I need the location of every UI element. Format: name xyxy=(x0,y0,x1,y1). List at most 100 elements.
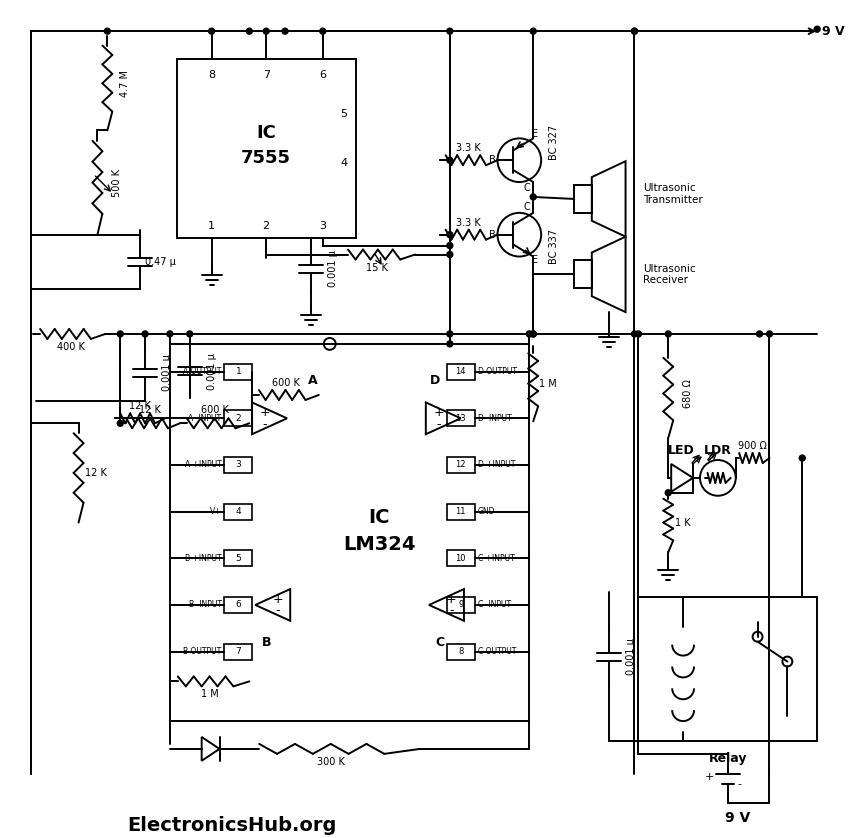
Text: D: D xyxy=(430,374,440,387)
Text: 5: 5 xyxy=(340,109,348,118)
Text: A: A xyxy=(308,374,318,387)
Text: 600 K: 600 K xyxy=(201,406,228,416)
Circle shape xyxy=(447,331,453,337)
Circle shape xyxy=(530,331,536,337)
Text: A +INPUT: A +INPUT xyxy=(185,460,221,469)
Circle shape xyxy=(447,28,453,34)
Text: 900 Ω: 900 Ω xyxy=(738,441,767,451)
Circle shape xyxy=(117,331,123,337)
Text: 2: 2 xyxy=(236,414,241,423)
Text: LDR: LDR xyxy=(704,443,732,457)
Circle shape xyxy=(167,331,173,337)
Text: 9: 9 xyxy=(458,601,463,609)
Circle shape xyxy=(530,331,536,337)
Text: 9 V: 9 V xyxy=(725,811,751,825)
Text: -: - xyxy=(738,779,741,789)
Circle shape xyxy=(320,28,326,34)
Text: 12 K: 12 K xyxy=(139,406,161,416)
Circle shape xyxy=(209,28,215,34)
Text: 8: 8 xyxy=(458,647,463,656)
Text: 1 M: 1 M xyxy=(201,690,219,699)
Text: +: + xyxy=(705,772,715,782)
Text: 0.47 µ: 0.47 µ xyxy=(144,257,175,267)
Text: E: E xyxy=(532,256,539,266)
Text: -: - xyxy=(262,417,267,431)
Text: C OUTPUT: C OUTPUT xyxy=(478,647,516,656)
Text: 3.3 K: 3.3 K xyxy=(457,218,481,228)
Text: GND: GND xyxy=(478,507,495,516)
Text: -: - xyxy=(436,417,441,431)
Text: 0.001 µ: 0.001 µ xyxy=(162,354,172,391)
Bar xyxy=(574,261,592,288)
Circle shape xyxy=(530,28,536,34)
Circle shape xyxy=(246,28,252,34)
Text: 3.3 K: 3.3 K xyxy=(457,143,481,153)
Text: IC: IC xyxy=(369,508,390,527)
Text: 13: 13 xyxy=(456,414,466,423)
Text: 6: 6 xyxy=(235,601,241,609)
Bar xyxy=(447,504,475,520)
Text: A OUTPUT: A OUTPUT xyxy=(183,367,221,376)
Circle shape xyxy=(635,331,641,337)
Text: D +INPUT: D +INPUT xyxy=(478,460,515,469)
Bar xyxy=(225,457,252,473)
Text: 0.001 µ: 0.001 µ xyxy=(327,251,338,287)
Circle shape xyxy=(632,331,638,337)
Bar xyxy=(639,597,817,741)
Bar xyxy=(447,457,475,473)
Circle shape xyxy=(447,158,453,163)
Bar xyxy=(447,551,475,566)
Text: E: E xyxy=(532,129,539,139)
Circle shape xyxy=(447,243,453,249)
Text: Ultrasonic
Transmitter: Ultrasonic Transmitter xyxy=(644,184,703,204)
Text: B: B xyxy=(489,155,496,165)
Text: C +INPUT: C +INPUT xyxy=(478,554,515,563)
Text: 680 Ω: 680 Ω xyxy=(683,379,693,408)
Bar xyxy=(225,364,252,380)
Text: +: + xyxy=(433,406,444,419)
Text: B: B xyxy=(262,636,271,649)
Text: B -INPUT: B -INPUT xyxy=(188,601,221,609)
Text: 14: 14 xyxy=(456,367,466,376)
Text: 7555: 7555 xyxy=(241,149,292,168)
Text: 7: 7 xyxy=(235,647,241,656)
Text: +: + xyxy=(259,406,270,419)
Text: D -INPUT: D -INPUT xyxy=(478,414,511,423)
Circle shape xyxy=(447,251,453,257)
Bar xyxy=(225,551,252,566)
Text: C -INPUT: C -INPUT xyxy=(478,601,510,609)
Text: -: - xyxy=(449,604,453,617)
Bar xyxy=(225,597,252,613)
Text: +: + xyxy=(272,592,283,606)
Text: +: + xyxy=(446,592,457,606)
Text: 4: 4 xyxy=(236,507,241,516)
Text: 1 M: 1 M xyxy=(540,379,557,389)
Text: 3: 3 xyxy=(235,460,241,469)
Circle shape xyxy=(117,421,123,427)
Text: 3: 3 xyxy=(319,220,327,230)
Text: 10: 10 xyxy=(456,554,466,563)
Text: 400 K: 400 K xyxy=(56,342,85,352)
Bar xyxy=(225,504,252,520)
Text: B: B xyxy=(489,230,496,240)
Bar xyxy=(447,644,475,660)
Text: 8: 8 xyxy=(208,70,215,80)
Text: 1: 1 xyxy=(235,367,241,376)
Circle shape xyxy=(447,231,453,238)
Text: 12 K: 12 K xyxy=(86,468,108,478)
Text: 9 V: 9 V xyxy=(822,24,845,38)
Bar xyxy=(225,411,252,427)
Text: 0.001 µ: 0.001 µ xyxy=(626,638,635,675)
Text: C: C xyxy=(435,636,445,649)
Circle shape xyxy=(186,331,192,337)
Text: 12 K: 12 K xyxy=(129,401,151,411)
Text: V+: V+ xyxy=(209,507,221,516)
Text: 7: 7 xyxy=(262,70,269,80)
Circle shape xyxy=(447,341,453,347)
Text: 500 K: 500 K xyxy=(112,168,122,197)
Circle shape xyxy=(632,28,638,34)
Bar xyxy=(447,411,475,427)
Text: 600 K: 600 K xyxy=(272,378,300,388)
Circle shape xyxy=(799,455,805,461)
Text: 0.001 µ: 0.001 µ xyxy=(207,353,216,390)
